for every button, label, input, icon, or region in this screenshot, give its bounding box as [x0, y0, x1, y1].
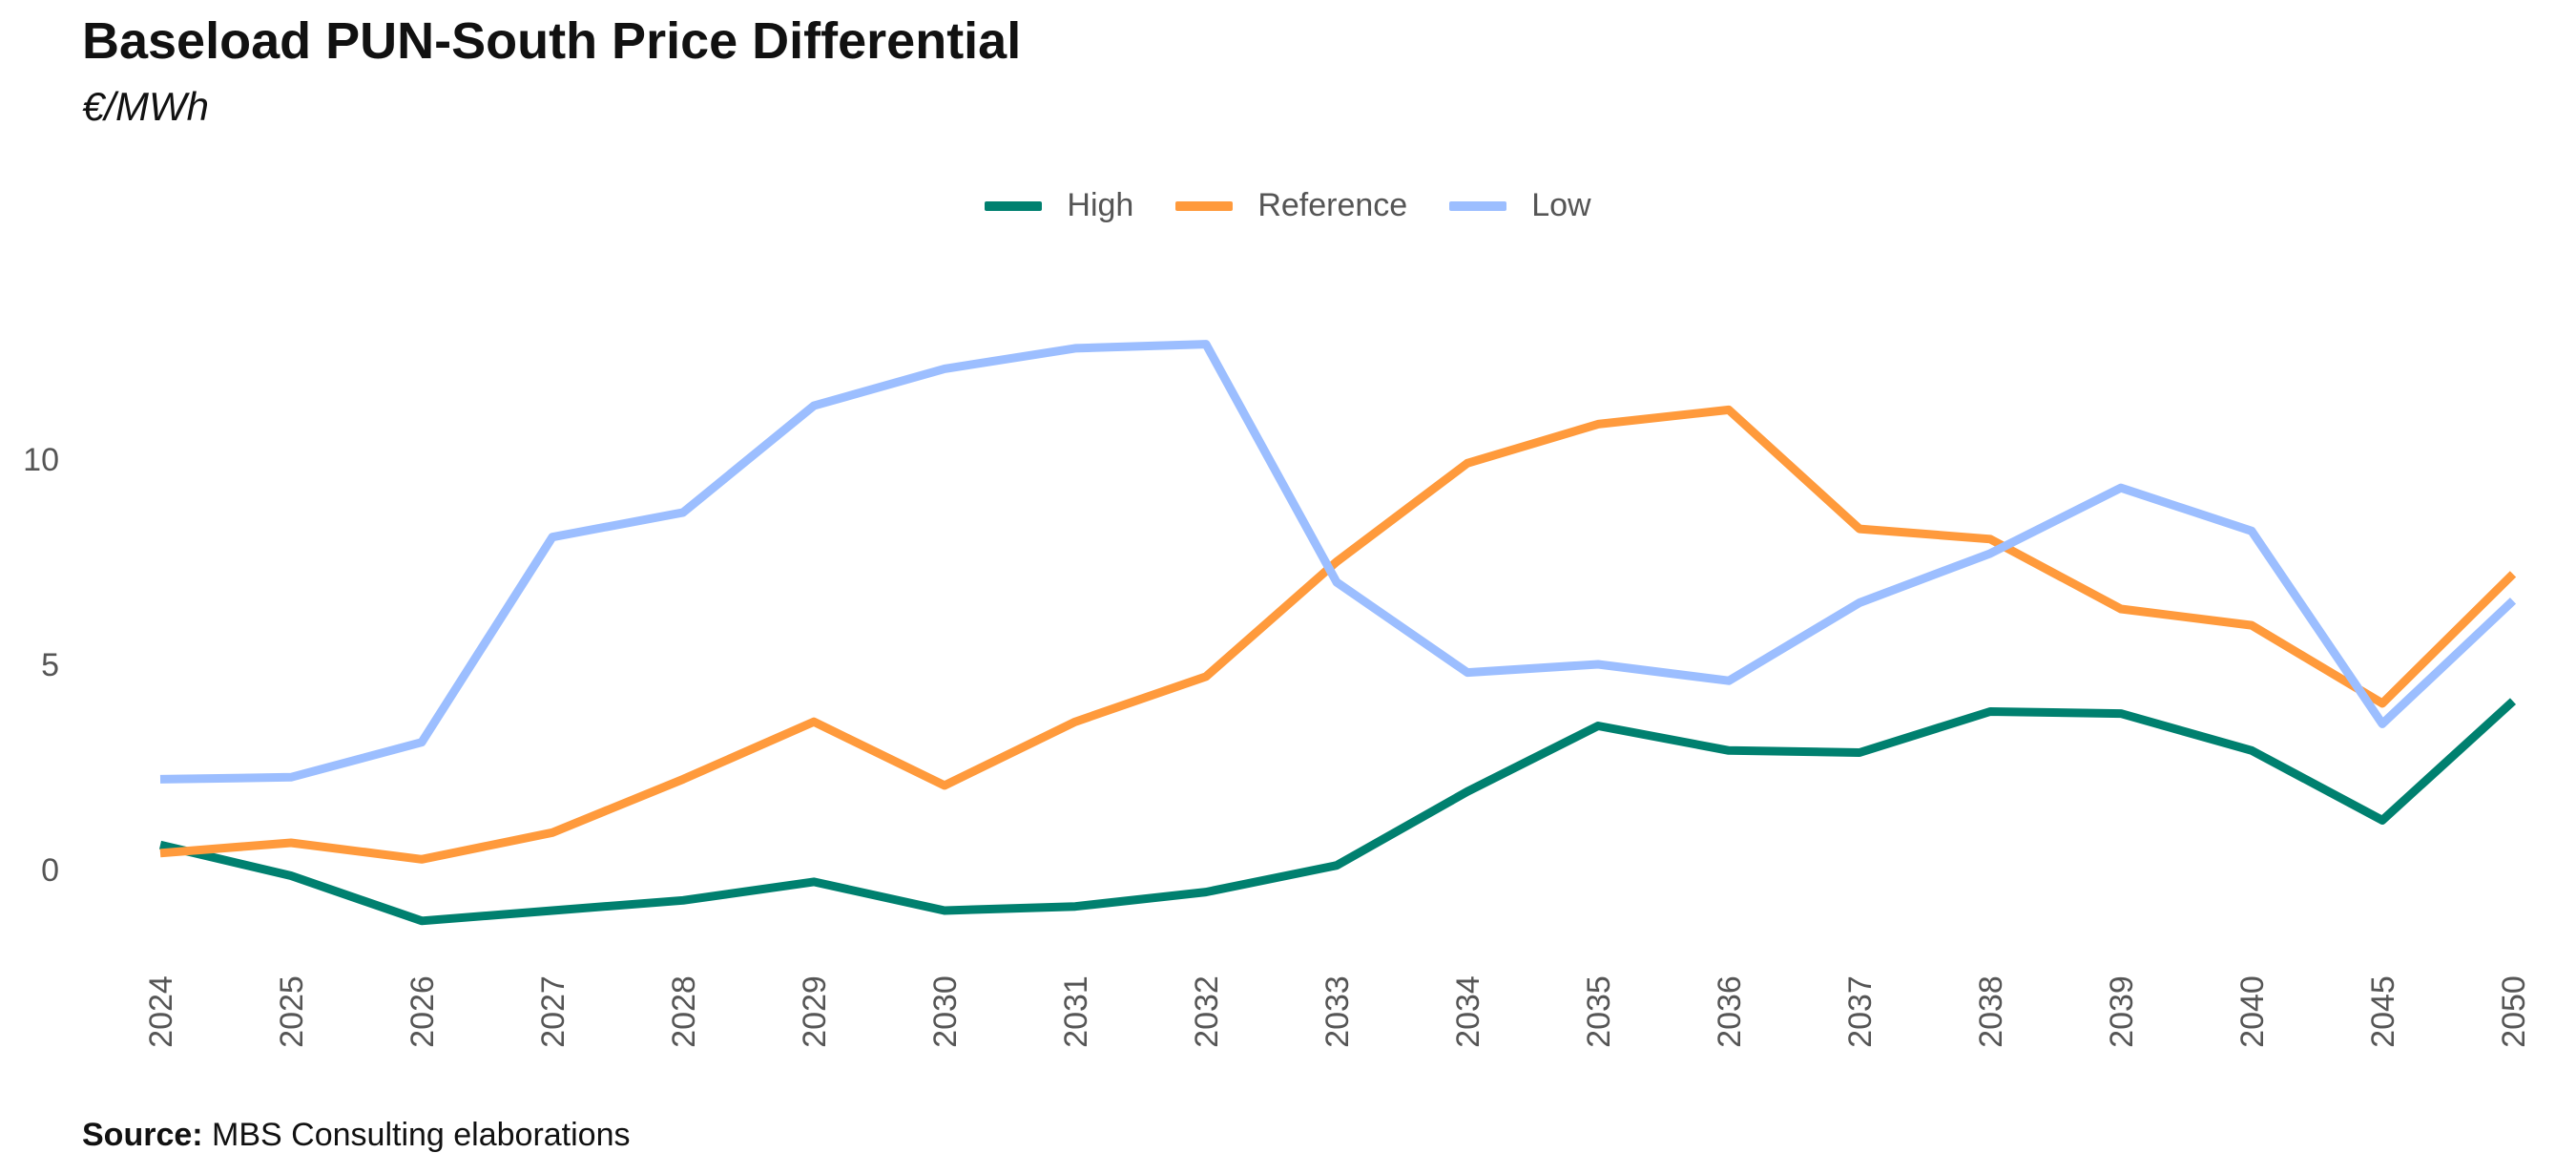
y-tick-label: 5	[41, 647, 59, 683]
x-tick-label: 2038	[1973, 975, 2009, 1048]
legend-item-low: Low	[1449, 187, 1591, 224]
y-tick-label: 10	[23, 442, 59, 478]
x-tick-label: 2040	[2234, 975, 2271, 1048]
series-line-high	[158, 698, 2517, 926]
x-tick-label: 2032	[1189, 975, 1225, 1048]
x-tick-label: 2031	[1058, 975, 1094, 1048]
x-axis: 2024 2025 2026 2027 2028 2029 2030 2031 2032 2033…	[143, 975, 2532, 1048]
legend-swatch-low	[1449, 200, 1507, 211]
x-tick-label: 2034	[1450, 975, 1486, 1048]
x-tick-label: 2039	[2104, 975, 2140, 1048]
x-tick-label: 2045	[2365, 975, 2401, 1048]
x-tick-label: 2028	[666, 975, 702, 1048]
source-note: Source: MBS Consulting elaborations	[82, 1117, 631, 1154]
x-tick-label: 2035	[1581, 975, 1617, 1048]
chart-subtitle: €/MWh	[82, 84, 210, 129]
x-tick-label: 2025	[274, 975, 310, 1048]
legend-label-low: Low	[1531, 187, 1591, 223]
x-tick-label: 2026	[405, 975, 441, 1048]
series-line-low	[159, 340, 2517, 784]
legend-swatch-high	[985, 200, 1043, 211]
source-text: MBS Consulting elaborations	[202, 1117, 631, 1153]
legend-swatch-reference	[1175, 200, 1234, 211]
x-tick-label: 2029	[797, 975, 833, 1048]
source-label: Source:	[82, 1117, 203, 1153]
legend-label-reference: Reference	[1257, 187, 1408, 223]
legend-label-high: High	[1067, 187, 1134, 223]
legend: High Reference Low	[0, 187, 2576, 224]
x-tick-label: 2036	[1712, 975, 1748, 1048]
y-tick-label: 0	[41, 852, 59, 889]
series-lines	[158, 340, 2517, 926]
x-tick-label: 2027	[535, 975, 571, 1048]
x-tick-label: 2030	[927, 975, 964, 1048]
chart-title: Baseload PUN-South Price Differential	[82, 12, 1022, 70]
legend-item-high: High	[985, 187, 1133, 224]
x-tick-label: 2024	[143, 975, 179, 1048]
series-line-reference	[159, 405, 2517, 864]
legend-item-reference: Reference	[1175, 187, 1407, 224]
x-tick-label: 2033	[1319, 975, 1356, 1048]
x-tick-label: 2037	[1842, 975, 1879, 1048]
y-axis: 0 5 10	[23, 442, 59, 889]
x-tick-label: 2050	[2496, 975, 2532, 1048]
